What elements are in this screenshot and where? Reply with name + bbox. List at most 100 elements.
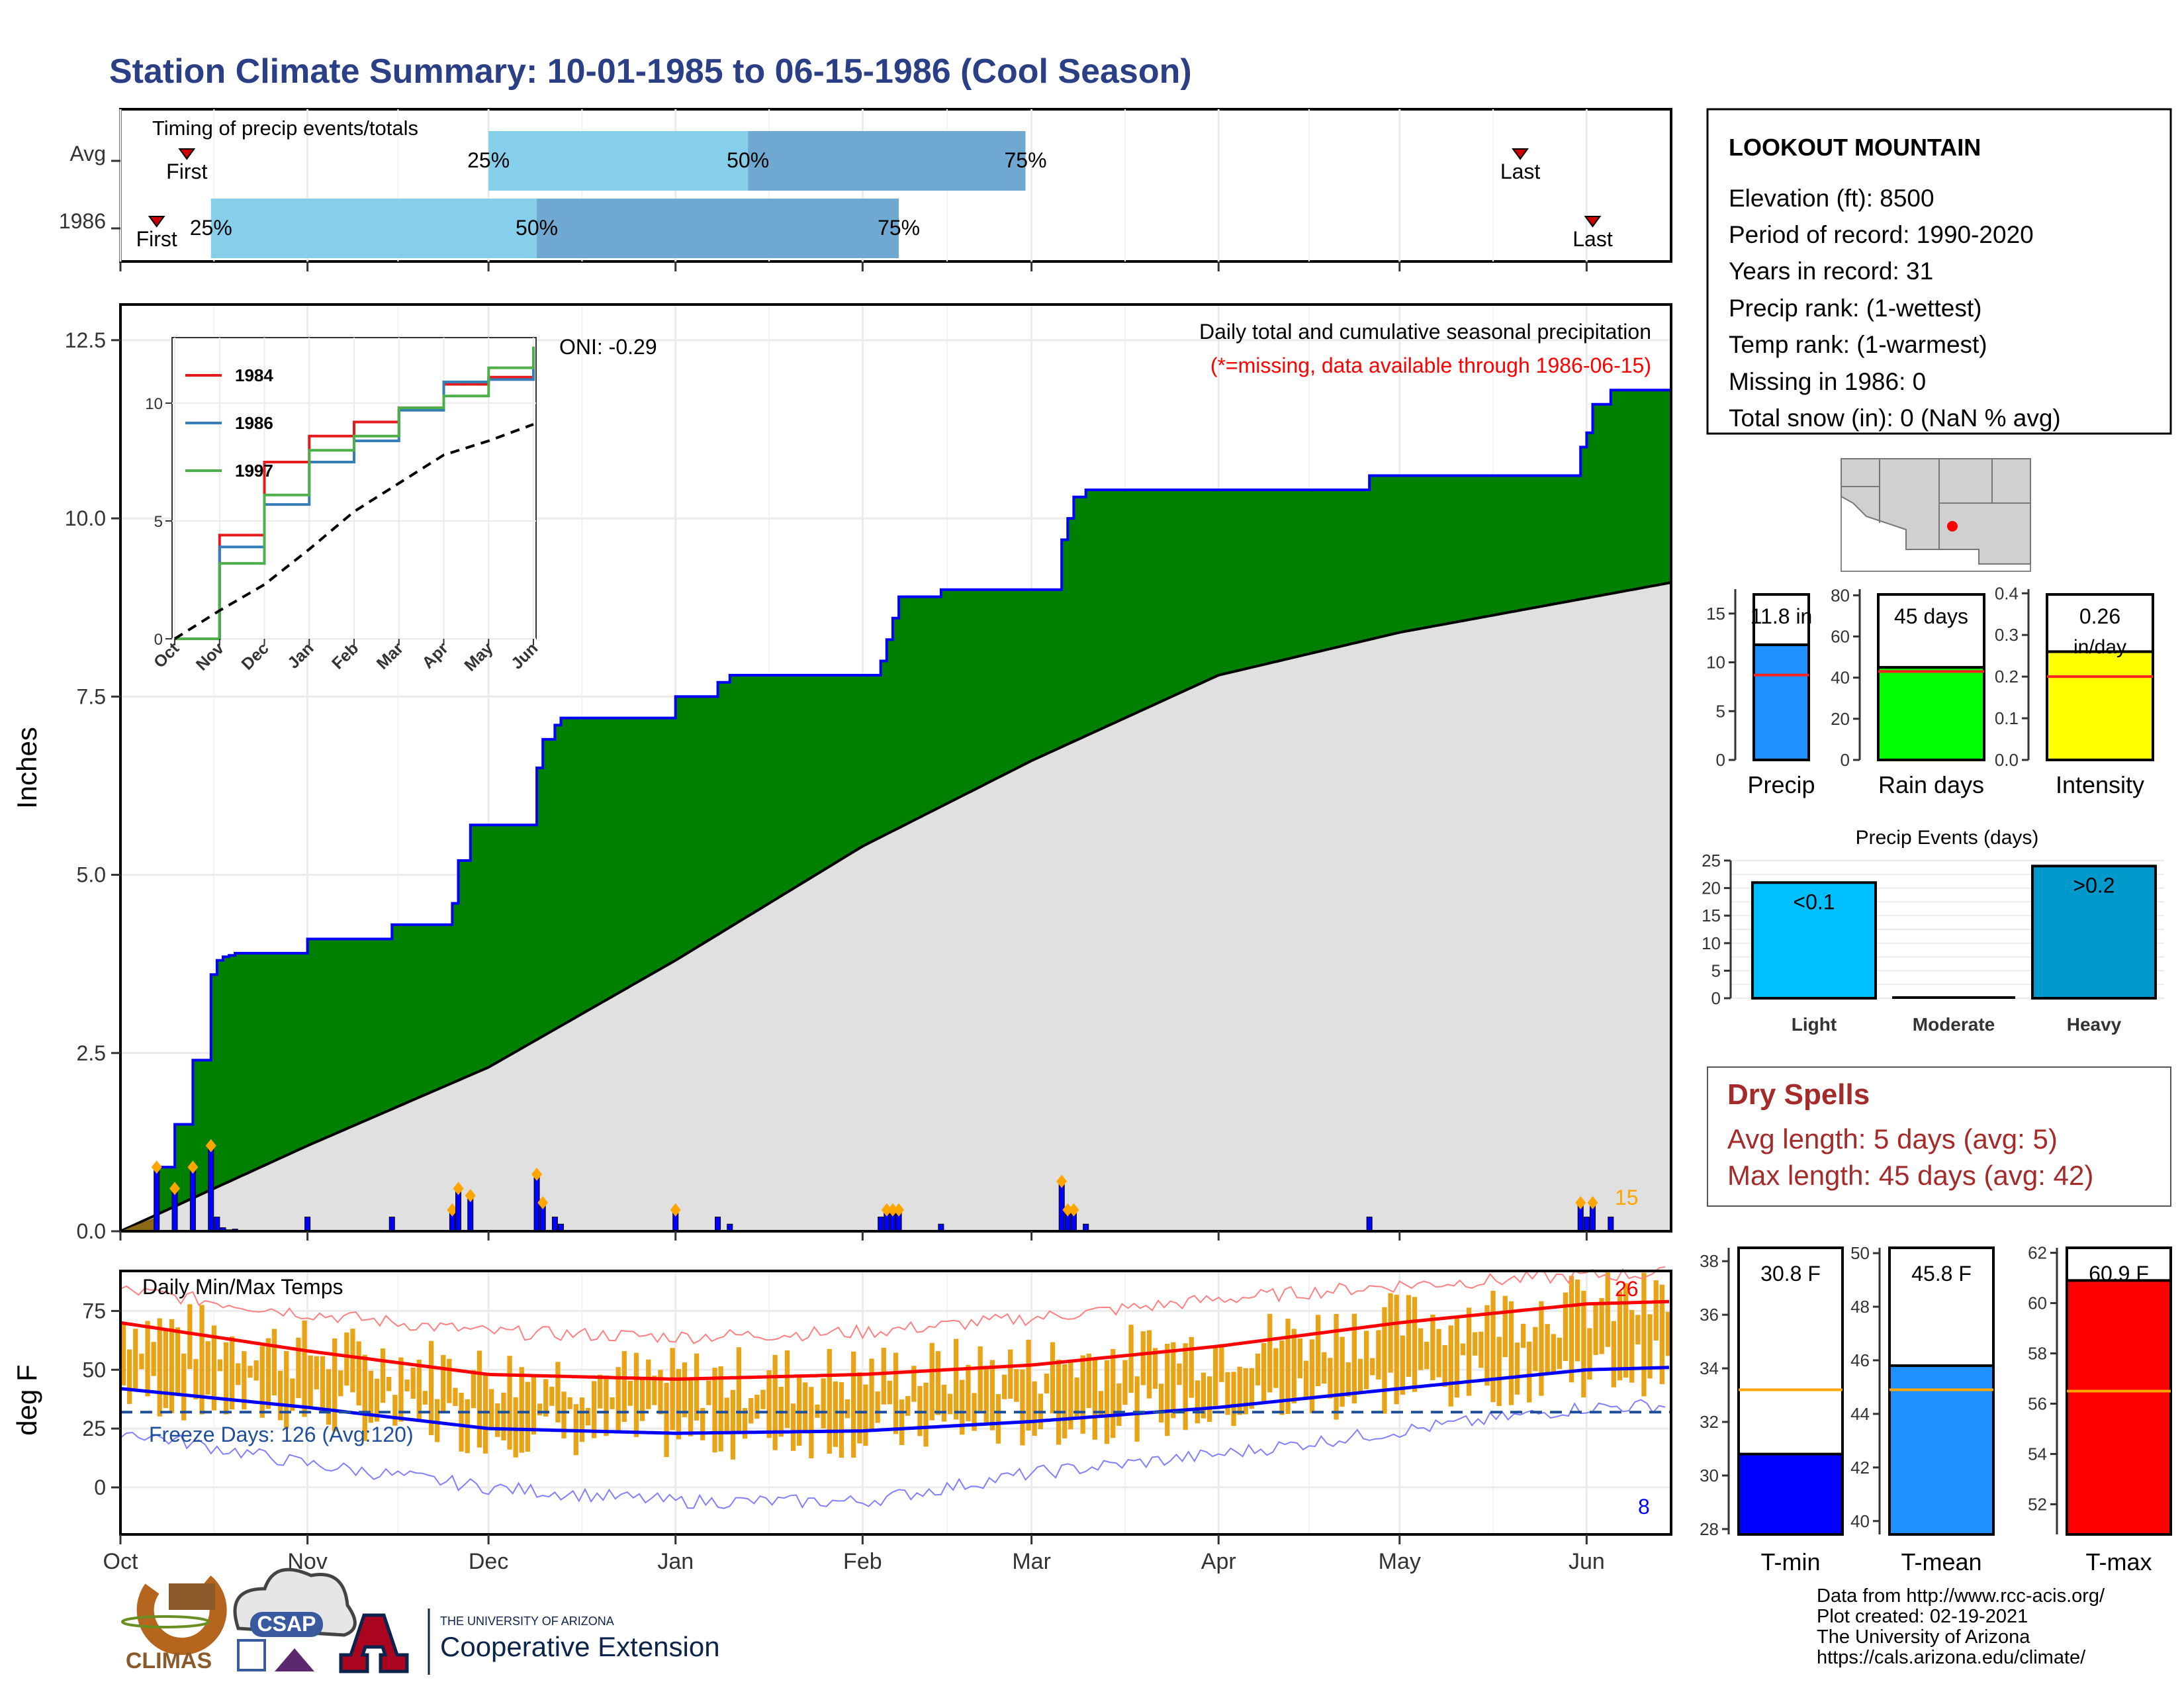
credit-line-0: Data from http://www.rcc-acis.org/	[1817, 1585, 2105, 1607]
daily-temp-bar	[1533, 1327, 1538, 1372]
credit-line-3: https://cals.arizona.edu/climate/	[1817, 1647, 2086, 1668]
daily-temp-bar	[1183, 1343, 1188, 1430]
daily-temp-bar	[1128, 1325, 1134, 1393]
precip-end-count: 15	[1615, 1186, 1639, 1209]
daily-temp-bar	[676, 1369, 681, 1440]
events-bar-heavy	[2031, 865, 2157, 1000]
summary-bar-value-label: 0.26	[2079, 604, 2120, 628]
daily-temp-bar	[1195, 1380, 1200, 1424]
dry-spells-avg: Avg length: 5 days (avg: 5)	[1727, 1123, 2058, 1154]
daily-temp-bar	[1062, 1364, 1068, 1438]
daily-temp-bar	[694, 1353, 700, 1421]
daily-precip-bar	[304, 1216, 311, 1232]
dry-spells-title: Dry Spells	[1727, 1078, 1870, 1111]
daily-temp-bar	[1152, 1348, 1158, 1389]
daily-precip-bar	[208, 1145, 214, 1232]
oni-label: ONI: -0.29	[559, 335, 657, 359]
daily-temp-bar	[356, 1341, 361, 1406]
ua-big-text: Cooperative Extension	[440, 1631, 720, 1662]
daily-temp-bar	[1080, 1355, 1085, 1434]
timing-p50-label: 50%	[516, 216, 558, 240]
daily-temp-bar	[621, 1351, 627, 1423]
daily-temp-bar	[525, 1382, 530, 1452]
avg-max-line	[120, 1299, 1670, 1381]
daily-temp-bar	[1189, 1336, 1194, 1398]
daily-temp-bar	[1044, 1374, 1050, 1393]
month-label: Jan	[657, 1549, 694, 1574]
summary-bar-value-label: 11.8 in	[1751, 604, 1813, 628]
precip-ytick-label: 10.0	[65, 506, 106, 530]
month-label: Feb	[843, 1549, 882, 1574]
daily-temp-bar	[809, 1387, 814, 1458]
csap-logo-text: CSAP	[257, 1612, 316, 1636]
summary-ytick-label: 0.3	[1995, 625, 2019, 645]
daily-temp-bar	[604, 1376, 609, 1436]
temp-summary-ytick-label: 56	[2028, 1393, 2047, 1413]
daily-temp-bar	[1611, 1321, 1616, 1387]
temp-summary-ytick-label: 28	[1700, 1519, 1719, 1539]
daily-temp-bar	[1454, 1315, 1459, 1398]
summary-ytick-label: 40	[1831, 668, 1850, 688]
daily-temp-bar	[1376, 1330, 1381, 1380]
daily-temp-bar	[1400, 1335, 1405, 1395]
daily-temp-bar	[1014, 1369, 1019, 1402]
timing-p75-label: 75%	[878, 216, 920, 240]
daily-temp-bar	[314, 1356, 319, 1389]
daily-temp-bar	[652, 1376, 657, 1405]
daily-temp-bar	[1092, 1359, 1097, 1440]
daily-temp-bar	[1219, 1344, 1224, 1382]
events-ytick-label: 10	[1702, 933, 1721, 953]
daily-temp-bar	[1303, 1360, 1309, 1399]
daily-temp-bar	[640, 1378, 645, 1421]
daily-temp-bar	[1364, 1331, 1369, 1389]
timing-p25-label: 25%	[190, 216, 232, 240]
daily-temp-bar	[887, 1380, 892, 1405]
temp-summary-ytick-label: 60	[2028, 1293, 2047, 1313]
timing-bar-50-75	[748, 131, 1026, 191]
daily-temp-bar	[1146, 1330, 1152, 1399]
daily-temp-bar	[1484, 1305, 1490, 1386]
daily-temp-bar	[1201, 1372, 1206, 1419]
daily-temp-bar	[242, 1351, 247, 1410]
daily-temp-bar	[851, 1351, 856, 1458]
record-max-line	[120, 1266, 1666, 1344]
daily-temp-bar	[350, 1329, 355, 1393]
temp-ytick-label: 50	[82, 1358, 106, 1382]
freeze-days-label: Freeze Days: 126 (Avg:120)	[149, 1423, 414, 1446]
daily-temp-bar	[833, 1381, 838, 1447]
daily-temp-bar	[633, 1352, 639, 1437]
summary-ytick-label: 10	[1706, 653, 1725, 673]
daily-temp-bar	[911, 1366, 917, 1402]
temp-summary-name: T-max	[2085, 1548, 2152, 1575]
daily-temp-bar	[302, 1320, 307, 1417]
precip-ytick-label: 2.5	[77, 1041, 106, 1065]
daily-temp-bar	[905, 1396, 911, 1416]
daily-temp-bar	[259, 1346, 265, 1418]
precip-ytick-label: 12.5	[65, 328, 106, 352]
temp-summary-ytick-label: 38	[1700, 1251, 1719, 1271]
max-precip-diamond	[187, 1160, 199, 1174]
summary-ytick-label: 0.4	[1995, 583, 2019, 603]
daily-precip-bar	[878, 1216, 884, 1232]
daily-temp-bar	[1068, 1362, 1073, 1430]
daily-temp-bar	[1388, 1293, 1393, 1373]
daily-temp-bar	[736, 1347, 742, 1432]
temp-ylabel: deg F	[11, 1364, 42, 1435]
events-bar-label: >0.2	[2073, 873, 2115, 897]
summary-bar-top	[1752, 593, 1810, 647]
daily-temp-bar	[290, 1378, 295, 1411]
daily-temp-bar	[1394, 1294, 1399, 1405]
temp-summary-bar-t-mean	[1888, 1364, 1995, 1536]
daily-temp-bar	[1406, 1295, 1412, 1377]
precip-events-title: Precip Events (days)	[1856, 827, 2039, 849]
summary-ytick-label: 15	[1706, 604, 1725, 624]
daily-temp-bar	[120, 1323, 126, 1385]
station-line-0: Elevation (ft): 8500	[1729, 185, 1934, 212]
daily-temp-bar	[1490, 1291, 1496, 1403]
daily-temp-bar	[1430, 1314, 1435, 1380]
daily-temp-bar	[1008, 1349, 1013, 1399]
daily-temp-bar	[199, 1305, 205, 1415]
daily-temp-bar	[482, 1374, 488, 1454]
daily-temp-bar	[1328, 1358, 1333, 1399]
